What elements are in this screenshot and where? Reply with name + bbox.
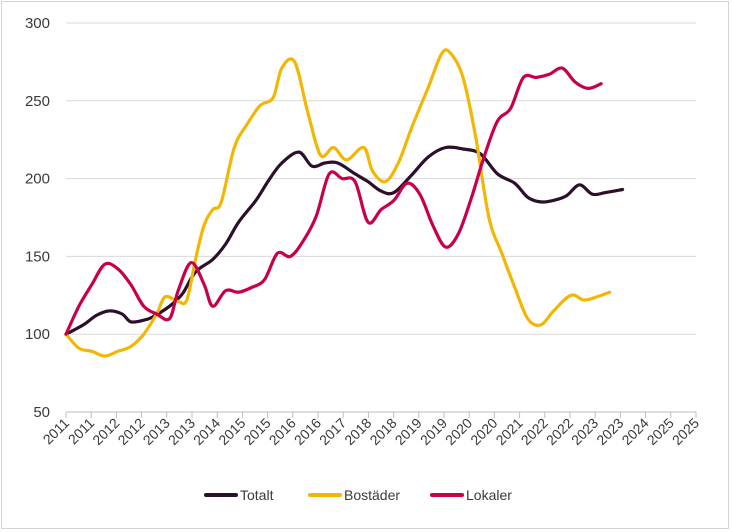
x-tick-label: 2024 (618, 415, 651, 448)
x-tick-label: 2012 (89, 415, 122, 448)
x-tick-label: 2017 (316, 415, 349, 448)
x-tick-label: 2015 (240, 415, 273, 448)
x-tick-label: 2022 (518, 415, 551, 448)
x-tick-label: 2023 (593, 415, 626, 448)
x-tick-label: 2023 (568, 415, 601, 448)
x-tick-label: 2015 (215, 415, 248, 448)
x-tick-label: 2018 (341, 415, 374, 448)
x-tick-label: 2020 (467, 415, 500, 448)
y-axis-ticks: 50 100 150 200 250 300 (25, 15, 50, 421)
x-tick-label: 2022 (543, 415, 576, 448)
series-line-totalt (64, 145, 625, 336)
legend: Totalt Bostäder Lokaler (204, 487, 512, 503)
gridlines (66, 22, 696, 413)
legend-item: Lokaler (430, 487, 512, 503)
legend-item: Bostäder (308, 487, 400, 503)
series-line-lokaler (64, 66, 603, 336)
x-tick-label: 2013 (165, 415, 198, 448)
x-tick-label: 2025 (669, 415, 702, 448)
x-tick-label: 2013 (140, 415, 173, 448)
x-tick-label: 2016 (266, 415, 299, 448)
x-tick-label: 2019 (417, 415, 450, 448)
series-line-bostäder (64, 48, 612, 358)
x-tick-label: 2016 (291, 415, 324, 448)
y-tick-label: 250 (25, 93, 50, 110)
y-tick-label: 50 (33, 404, 50, 421)
legend-label: Totalt (240, 487, 274, 503)
x-tick-label: 2014 (190, 415, 223, 448)
x-tick-label: 2019 (392, 415, 425, 448)
x-tick-label: 2021 (492, 415, 525, 448)
x-tick-label: 2012 (114, 415, 147, 448)
y-tick-label: 200 (25, 171, 50, 188)
series-lines (64, 48, 625, 358)
y-tick-label: 100 (25, 326, 50, 343)
y-tick-label: 150 (25, 248, 50, 265)
x-tick-label: 2025 (644, 415, 677, 448)
x-tick-label: 2011 (65, 415, 98, 448)
legend-label: Bostäder (344, 487, 400, 503)
x-tick-label: 2020 (442, 415, 475, 448)
legend-label: Lokaler (466, 487, 512, 503)
x-tick-label: 2018 (366, 415, 399, 448)
y-tick-label: 300 (25, 15, 50, 32)
x-axis: 2011201120122012201320132014201520152016… (40, 412, 702, 448)
legend-item: Totalt (204, 487, 274, 503)
